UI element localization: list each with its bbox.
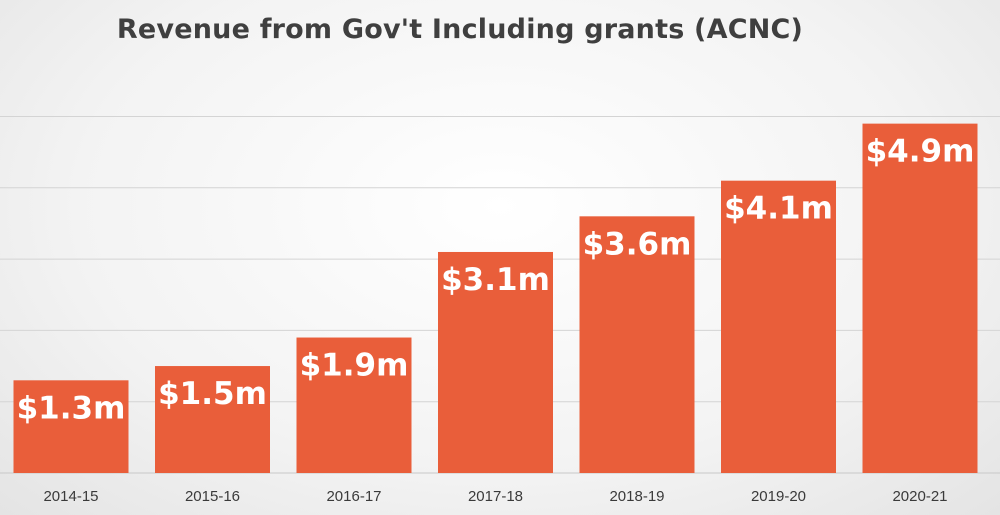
bar-2017-18 [438,251,553,473]
data-label: $4.9m [866,134,975,170]
data-label: $3.6m [583,226,692,262]
chart-title: Revenue from Gov't Including grants (ACN… [116,14,804,45]
data-labels: $1.3m $1.5m $1.9m $3.1m $3.6m $4.1m $4.9m [17,134,975,427]
data-label: $3.1m [441,262,550,298]
x-tick-label: 2014-15 [43,488,98,505]
x-tick-label: 2020-21 [892,488,947,505]
x-axis-ticks: 2014-15 2015-16 2016-17 2017-18 2018-19 2019-… [43,488,947,505]
x-tick-label: 2016-17 [326,488,381,505]
bar-2014-15 [13,380,129,473]
x-tick-label: 2017-18 [468,488,523,505]
bar-2018-19 [579,216,695,473]
data-label: $1.9m [300,348,409,384]
data-label: $1.5m [158,376,267,412]
bar-2015-16 [155,366,270,473]
bar-2016-17 [296,337,412,473]
x-tick-label: 2019-20 [751,488,806,505]
bar-2019-20 [721,180,836,474]
bar-2020-21 [862,123,978,473]
data-label: $4.1m [724,191,833,227]
x-tick-label: 2015-16 [185,488,240,505]
bars [13,123,978,474]
x-tick-label: 2018-19 [609,488,664,505]
data-label: $1.3m [17,390,126,426]
